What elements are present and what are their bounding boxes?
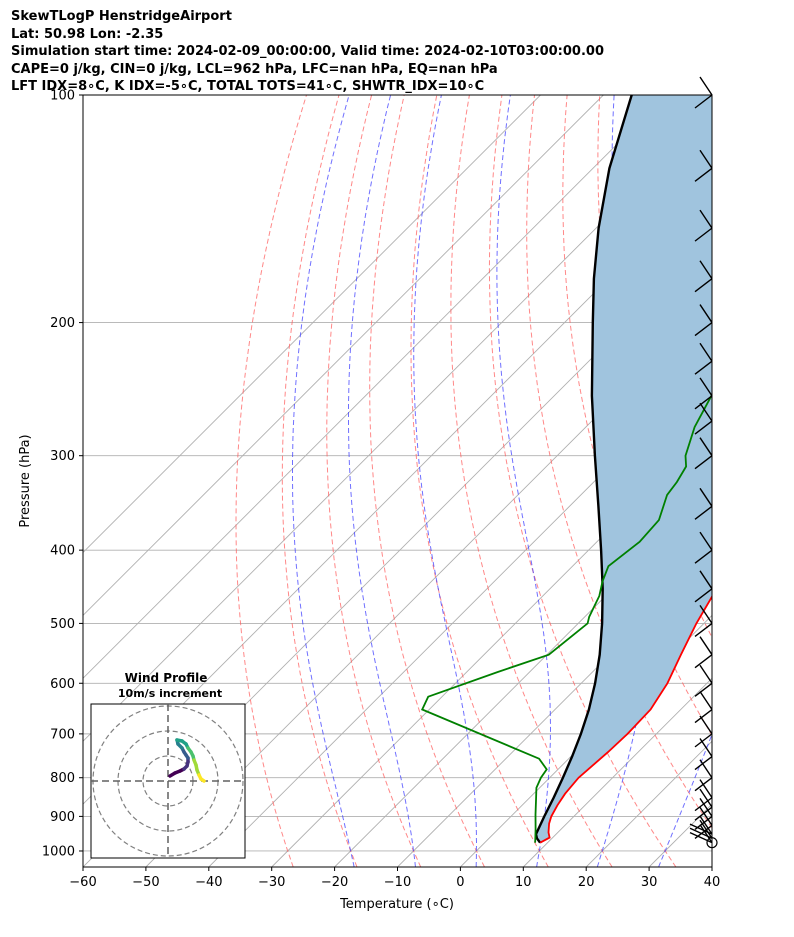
wind-barb [694, 788, 713, 821]
wind-barb [694, 806, 713, 839]
time-line: Simulation start time: 2024-02-09_00:00:… [11, 44, 604, 60]
x-tick-label: 30 [641, 875, 658, 890]
moist-adiabat [292, 95, 355, 867]
y-tick-label: 600 [50, 677, 75, 692]
dry-adiabat [410, 95, 549, 867]
dry-adiabat [450, 95, 613, 867]
y-tick-label: 800 [50, 771, 75, 786]
wind-barb [689, 815, 713, 835]
y-tick-label: 100 [50, 89, 75, 104]
cape-shading [536, 95, 712, 843]
inset-subtitle: 10m/s increment [118, 687, 222, 700]
isotherm-line [145, 300, 712, 867]
x-tick-label: 0 [456, 875, 464, 890]
wind-barb [694, 715, 713, 748]
wind-barb [694, 636, 713, 669]
location-line: Lat: 50.98 Lon: -2.35 [11, 26, 164, 42]
x-axis-label: Temperature (∘C) [339, 897, 454, 912]
isotherm-line [83, 95, 604, 617]
dry-adiabat [235, 95, 307, 867]
dry-adiabat [369, 95, 485, 867]
wind-barb [694, 304, 713, 337]
isotherm-line [208, 363, 712, 867]
isotherm-line [711, 866, 712, 867]
dry-adiabat [281, 95, 358, 867]
inset-title: Wind Profile [125, 671, 208, 685]
axis-ticks: −60 −50 −40 −30 −20 −10 0 10 20 30 40 100 200 300 400 5… [42, 89, 720, 891]
moist-adiabat [496, 95, 551, 867]
dry-adiabat [326, 95, 422, 867]
moist-adiabat [348, 95, 416, 867]
wind-profile-inset: Wind Profile 10m/s increment [90, 671, 246, 859]
wind-barb [694, 570, 713, 603]
dry-adiabat [730, 95, 794, 867]
dry-adiabat [562, 95, 712, 737]
wind-barb [694, 437, 713, 470]
wind-barb [694, 691, 713, 724]
moist-adiabat [413, 95, 477, 867]
background-lines [83, 95, 794, 867]
index-line: LFT IDX=8∘C, K IDX=-5∘C, TOTAL TOTS=41∘C… [11, 79, 485, 95]
isotherm-line [397, 551, 712, 867]
parcel-trace-line [534, 95, 633, 844]
x-tick-label: −10 [384, 875, 411, 890]
wind-barb [689, 824, 713, 844]
x-tick-label: −50 [132, 875, 159, 890]
isotherm-line [83, 95, 667, 679]
x-tick-label: 40 [704, 875, 721, 890]
dry-adiabat [763, 95, 794, 867]
wind-barb [694, 779, 713, 812]
y-tick-label: 300 [50, 449, 75, 464]
parcel-shaded-area [536, 95, 712, 843]
x-tick-label: 20 [578, 875, 595, 890]
y-tick-label: 500 [50, 617, 75, 632]
sounding-profiles [420, 95, 712, 844]
dry-adiabat [488, 95, 677, 867]
wind-barbs [689, 76, 718, 849]
wind-barb [694, 664, 713, 697]
chart-header: SkewTLogP HenstridgeAirport Lat: 50.98 L… [11, 8, 604, 96]
cape-line: CAPE=0 j/kg, CIN=0 j/kg, LCL=962 hPa, LF… [11, 61, 498, 77]
wind-barb [694, 759, 713, 792]
isotherm-line [522, 677, 712, 867]
wind-barb [694, 149, 713, 182]
x-tick-label: −60 [69, 875, 96, 890]
x-tick-label: 10 [515, 875, 532, 890]
chart-title: SkewTLogP HenstridgeAirport [11, 9, 232, 24]
wind-barb [694, 487, 713, 520]
y-tick-label: 200 [50, 316, 75, 331]
y-tick-label: 900 [50, 810, 75, 825]
x-tick-label: −30 [258, 875, 285, 890]
isotherm-line [83, 95, 541, 554]
y-tick-label: 1000 [42, 844, 75, 859]
isotherm-line [271, 426, 712, 867]
x-tick-label: −20 [321, 875, 348, 890]
hodograph-segment [199, 777, 206, 783]
wind-barb [694, 798, 713, 830]
y-axis-label: Pressure (hPa) [18, 434, 33, 527]
y-tick-label: 400 [50, 544, 75, 559]
wind-barb [694, 342, 713, 375]
dry-adiabat [526, 95, 712, 829]
moist-adiabat [658, 733, 712, 867]
moist-adiabat [720, 95, 794, 867]
dewpoint-line [420, 392, 712, 843]
wind-barb [694, 531, 713, 564]
x-tick-label: −40 [195, 875, 222, 890]
isotherm-line [334, 488, 712, 867]
temperature-line [539, 594, 712, 844]
wind-barb [694, 209, 713, 242]
wind-barb [694, 377, 713, 410]
wind-barb [694, 605, 713, 637]
y-tick-label: 700 [50, 727, 75, 742]
wind-barb [694, 402, 713, 435]
wind-barb [694, 76, 713, 109]
wind-barb [694, 260, 713, 293]
